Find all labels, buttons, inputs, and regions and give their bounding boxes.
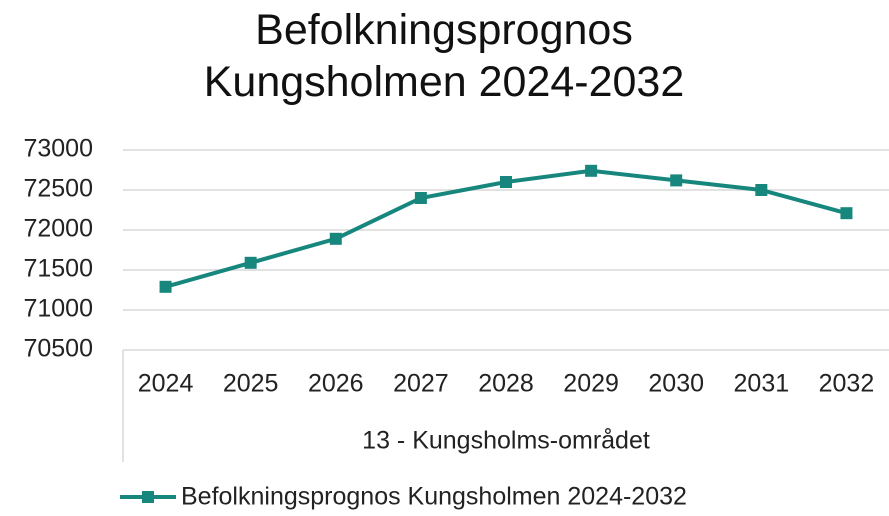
y-tick-label: 70500	[23, 335, 93, 363]
y-tick-label: 73000	[23, 135, 93, 163]
data-point	[414, 192, 427, 204]
x-tick-label: 2028	[478, 370, 534, 398]
chart-title: Befolkningsprognos Kungsholmen 2024-2032	[203, 6, 685, 106]
data-point	[244, 256, 257, 269]
y-tick-label: 71000	[23, 295, 93, 323]
x-tick-label: 2024	[138, 370, 194, 398]
legend-marker	[142, 491, 154, 503]
data-point	[755, 184, 768, 196]
data-point	[500, 176, 512, 188]
y-tick-label: 72500	[23, 175, 93, 203]
x-tick-label: 2031	[734, 370, 790, 398]
data-point	[670, 174, 683, 187]
x-tick-label: 2025	[223, 370, 279, 398]
y-tick-label: 71500	[23, 255, 93, 283]
y-tick-label: 72000	[23, 215, 93, 243]
legend-label: Befolkningsprognos Kungsholmen 2024-2032	[181, 483, 687, 511]
data-point	[159, 280, 172, 293]
data-point	[329, 232, 342, 245]
data-point	[840, 207, 853, 220]
x-tick-label: 2030	[648, 370, 704, 398]
x-tick-label: 2032	[819, 370, 875, 398]
data-point	[585, 164, 598, 177]
x-tick-label: 2026	[308, 370, 364, 398]
x-tick-label: 2029	[563, 370, 619, 398]
x-axis-label: 13 - Kungsholms-området	[362, 427, 650, 455]
x-tick-label: 2027	[393, 370, 449, 398]
